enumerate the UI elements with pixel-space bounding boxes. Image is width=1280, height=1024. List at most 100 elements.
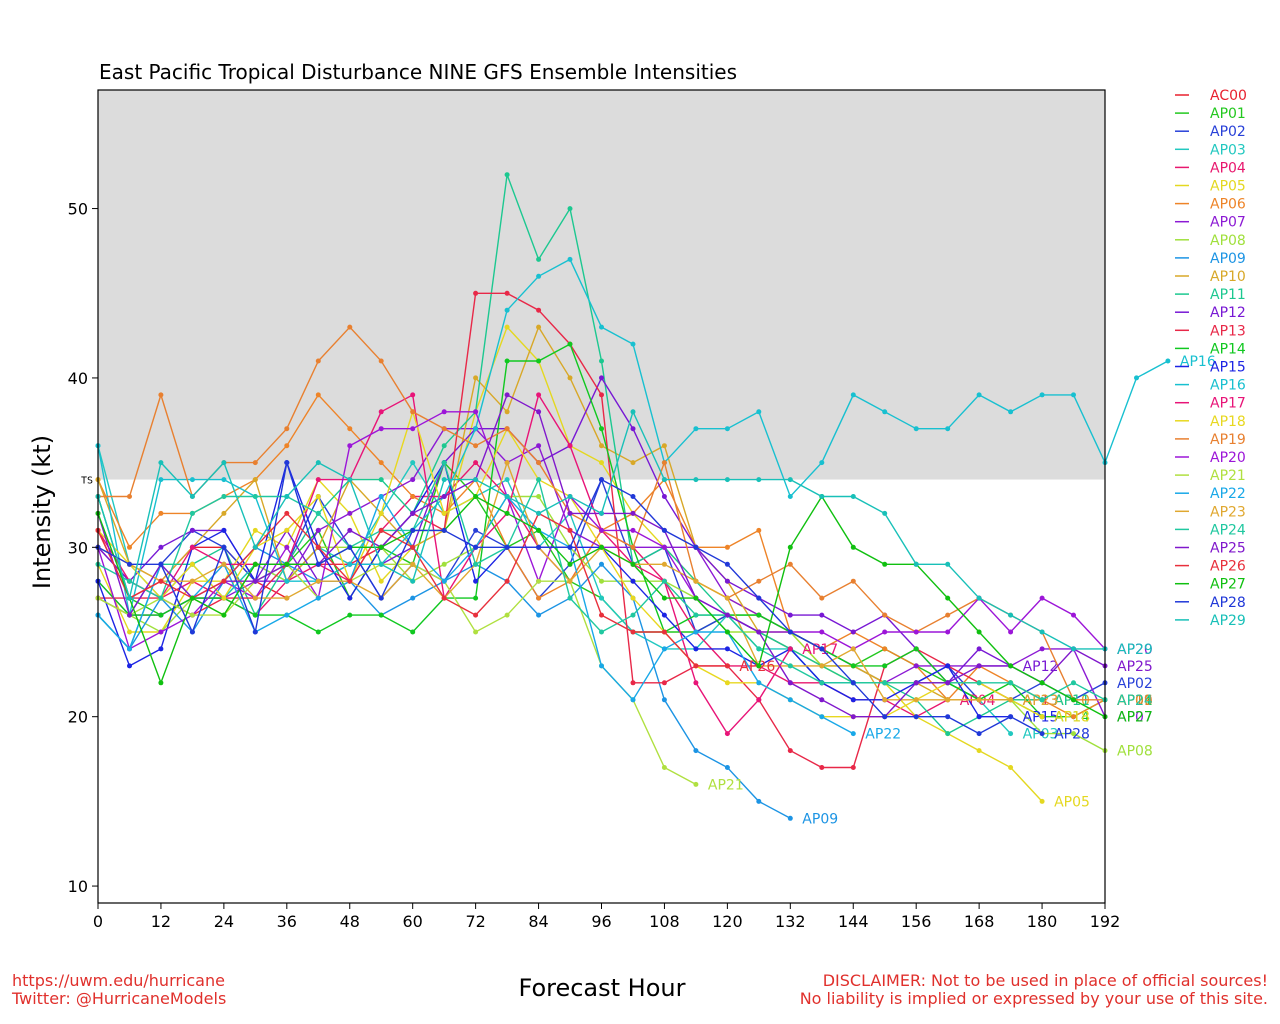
legend-label: AP28 bbox=[1210, 595, 1246, 611]
legend-label: AP09 bbox=[1210, 251, 1246, 267]
series-ap22: AP22 bbox=[95, 494, 901, 743]
data-point bbox=[504, 426, 510, 432]
data-point bbox=[945, 561, 951, 567]
series-end-label: AP28 bbox=[1054, 727, 1090, 743]
x-tick-label: 120 bbox=[712, 912, 743, 931]
data-point bbox=[473, 494, 479, 499]
data-point bbox=[158, 646, 164, 652]
data-point bbox=[599, 561, 604, 567]
series-end-label: AP07 bbox=[1117, 710, 1153, 726]
data-point bbox=[693, 426, 699, 432]
x-tick-label: 108 bbox=[649, 912, 680, 931]
x-tick-label: 60 bbox=[403, 912, 423, 931]
data-point bbox=[536, 443, 542, 449]
legend-entry-ap29: AP29 bbox=[1175, 613, 1246, 629]
legend-entry-ap15: AP15 bbox=[1175, 360, 1246, 376]
data-point bbox=[787, 646, 793, 652]
data-point bbox=[661, 612, 667, 618]
data-point bbox=[724, 629, 730, 635]
data-point bbox=[284, 426, 290, 432]
data-point bbox=[221, 595, 227, 601]
data-point bbox=[189, 510, 195, 516]
data-point bbox=[315, 510, 321, 516]
legend-label: AP26 bbox=[1210, 559, 1246, 575]
series-end-label: AP21 bbox=[708, 777, 744, 793]
legend-label: AP19 bbox=[1210, 432, 1246, 448]
data-point bbox=[347, 578, 353, 584]
data-point bbox=[787, 748, 793, 754]
legend: AC00 AP01 AP02 AP03 AP04 AP05 AP06 AP07 AP08 AP09… bbox=[1175, 88, 1247, 629]
data-point bbox=[567, 578, 573, 584]
data-point bbox=[945, 697, 951, 703]
data-point bbox=[567, 527, 573, 533]
data-point bbox=[127, 544, 132, 550]
data-point bbox=[724, 646, 730, 652]
data-point bbox=[787, 697, 793, 703]
legend-entry-ap11: AP11 bbox=[1175, 287, 1246, 303]
data-point bbox=[693, 646, 699, 652]
data-point bbox=[1071, 392, 1076, 398]
data-point bbox=[913, 646, 919, 652]
data-point bbox=[630, 494, 636, 499]
data-point bbox=[599, 375, 604, 381]
legend-entry-ap12: AP12 bbox=[1175, 305, 1246, 321]
data-point bbox=[221, 561, 227, 567]
data-point bbox=[347, 612, 353, 618]
data-point bbox=[536, 510, 542, 516]
data-point bbox=[504, 358, 510, 364]
data-point bbox=[158, 612, 164, 618]
data-point bbox=[599, 595, 604, 601]
data-point bbox=[567, 544, 573, 550]
data-point bbox=[630, 409, 636, 415]
data-point bbox=[378, 426, 384, 432]
legend-entry-ap01: AP01 bbox=[1175, 106, 1246, 122]
disclaimer-line-1: DISCLAIMER: Not to be used in place of o… bbox=[822, 971, 1268, 990]
data-point bbox=[473, 426, 479, 432]
data-point bbox=[158, 510, 164, 516]
data-point bbox=[252, 527, 258, 533]
data-point bbox=[756, 477, 762, 483]
data-point bbox=[441, 561, 447, 567]
data-point bbox=[819, 663, 825, 669]
legend-label: AP21 bbox=[1210, 468, 1246, 484]
website-link[interactable]: https://uwm.edu/hurricane bbox=[12, 971, 225, 990]
data-point bbox=[787, 544, 793, 550]
x-tick-label: 72 bbox=[465, 912, 485, 931]
data-point bbox=[819, 460, 825, 466]
legend-entry-ap08: AP08 bbox=[1175, 233, 1246, 249]
data-point bbox=[599, 629, 604, 635]
x-tick-label: 180 bbox=[1027, 912, 1058, 931]
data-point bbox=[567, 510, 573, 516]
data-point bbox=[536, 392, 542, 398]
data-point bbox=[347, 477, 353, 483]
data-point bbox=[1008, 629, 1014, 635]
data-point bbox=[1008, 697, 1014, 703]
data-point bbox=[410, 578, 416, 584]
legend-label: AP18 bbox=[1210, 414, 1246, 430]
data-point bbox=[284, 443, 290, 449]
data-point bbox=[378, 544, 384, 550]
data-point bbox=[913, 426, 919, 432]
data-point bbox=[756, 646, 762, 652]
data-point bbox=[127, 494, 132, 499]
data-point bbox=[378, 460, 384, 466]
data-point bbox=[441, 477, 447, 483]
data-point bbox=[787, 612, 793, 618]
legend-label: AP13 bbox=[1210, 323, 1246, 339]
data-point bbox=[410, 494, 416, 499]
data-point bbox=[661, 477, 667, 483]
data-point bbox=[567, 494, 573, 499]
data-point bbox=[189, 595, 195, 601]
data-point bbox=[882, 714, 888, 720]
data-point bbox=[315, 544, 321, 550]
data-point bbox=[756, 629, 762, 635]
legend-entry-ap09: AP09 bbox=[1175, 251, 1246, 267]
data-point bbox=[536, 358, 542, 364]
data-point bbox=[315, 477, 321, 483]
data-point bbox=[284, 494, 290, 499]
data-point bbox=[819, 765, 825, 770]
data-point bbox=[976, 595, 982, 601]
data-point bbox=[378, 561, 384, 567]
data-point bbox=[693, 477, 699, 483]
